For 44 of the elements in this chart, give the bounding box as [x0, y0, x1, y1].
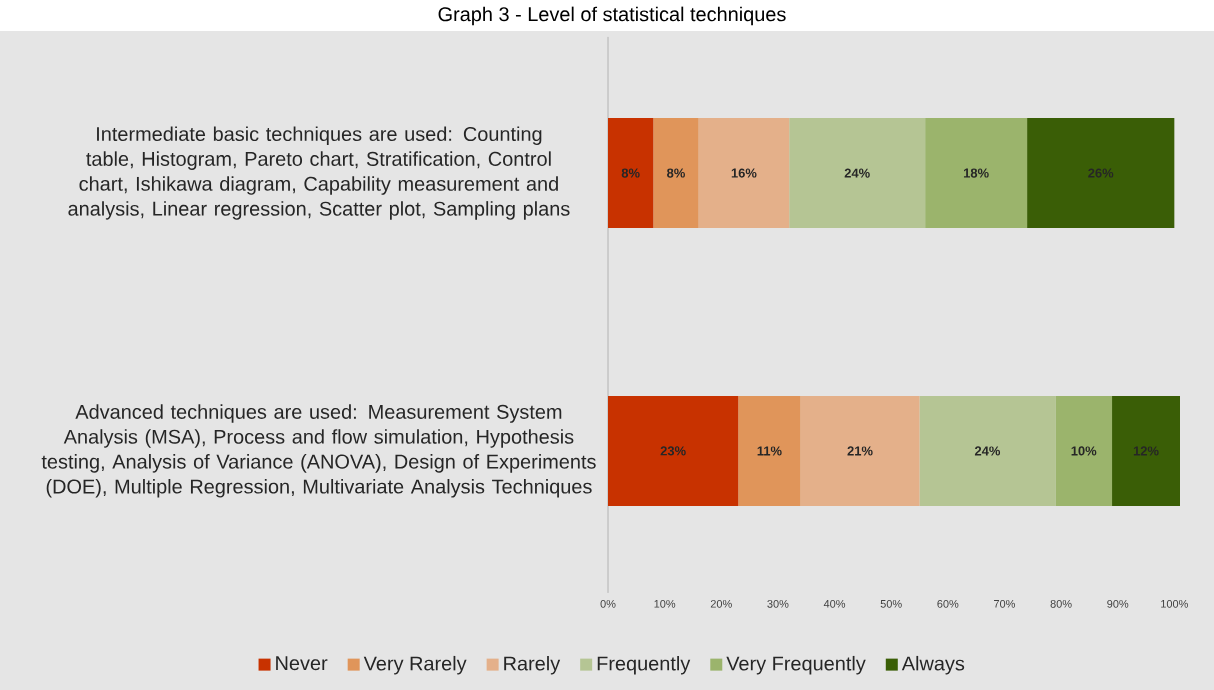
data-label: 8% [621, 168, 640, 178]
bar [653, 118, 699, 229]
data-label: 23% [660, 446, 686, 456]
legend-label: Rarely [504, 655, 561, 675]
bar [738, 395, 801, 506]
data-label: 24% [844, 168, 870, 178]
chart-title: Graph 3 - Level of statistical techniques [438, 6, 786, 26]
bar [608, 395, 739, 506]
bar [789, 118, 926, 229]
x-tick-label: 100% [1161, 599, 1188, 608]
legend-label: Very Rarely [363, 655, 467, 675]
x-tick-label: 0% [600, 599, 616, 608]
data-label: 10% [1071, 446, 1097, 456]
x-tick-label: 40% [823, 599, 846, 608]
data-label: 21% [847, 446, 873, 456]
data-label: 26% [1088, 168, 1114, 178]
bar [698, 118, 790, 229]
y-tick-label: Advanced techniques are used: Measurement System Analysis (MSA), Process and flow simulation, Hypothesis testing, Analysis of Variance (ANOVA), Design of Experiments (DOE), Multiple Regression, Multivariate Analysis Techniques [41, 404, 596, 498]
x-tick-label: 20% [710, 599, 732, 608]
bar [800, 395, 920, 506]
data-label: 11% [757, 446, 782, 456]
x-tick-label: 50% [880, 599, 902, 608]
x-tick-label: 80% [1050, 599, 1072, 608]
data-label: 18% [963, 168, 989, 178]
bar [1055, 395, 1113, 506]
legend-label: Frequently [597, 655, 691, 675]
bar [925, 118, 1028, 229]
legend-label: Never [276, 656, 328, 671]
data-label: 12% [1133, 446, 1159, 456]
data-label: 8% [667, 168, 685, 178]
x-tick-label: 70% [994, 599, 1016, 608]
bar [1112, 395, 1180, 506]
y-tick-label: Intermediate basic techniques are used: Counting table, Histogram, Pareto chart, Stratification, Control chart, Ishikawa diagram, Capability measurement and analysis, Linear regression, Scatter plot, Sampling plans [68, 126, 570, 220]
x-tick-label: 10% [654, 599, 676, 608]
x-tick-label: 30% [767, 599, 789, 608]
x-tick-label: 90% [1107, 599, 1129, 608]
data-label: 24% [974, 446, 1001, 456]
data-label: 16% [731, 168, 757, 178]
x-tick-label: 60% [937, 599, 959, 608]
legend-label: Very Frequently [726, 655, 866, 675]
legend-label: Always [901, 655, 965, 675]
bar [1027, 118, 1175, 229]
bar [608, 118, 654, 229]
bar [919, 395, 1056, 506]
